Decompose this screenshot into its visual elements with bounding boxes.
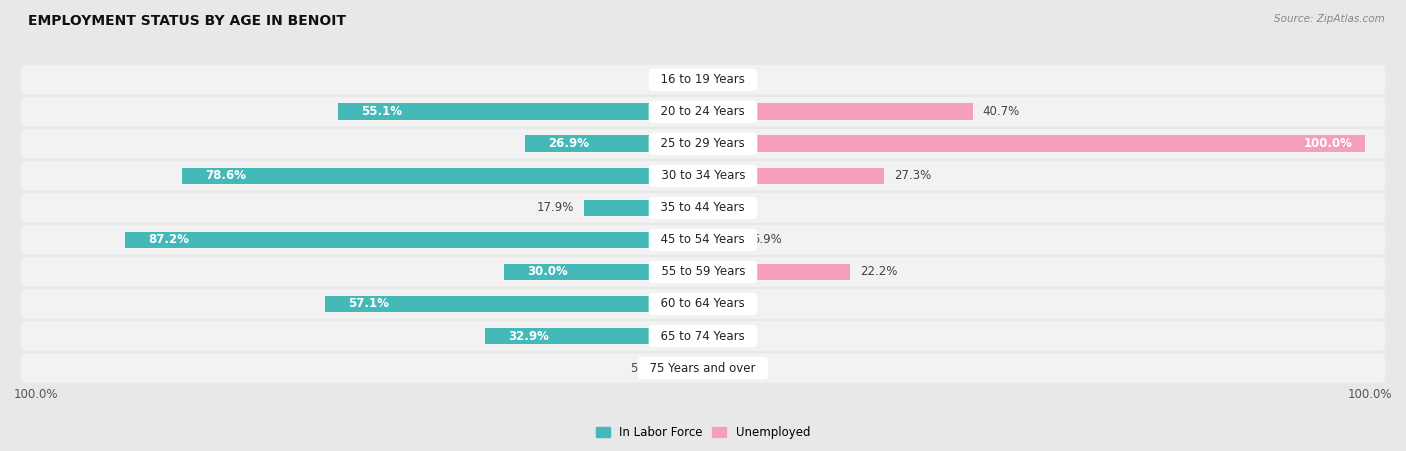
Text: 0.0%: 0.0% bbox=[716, 202, 745, 214]
Text: 0.0%: 0.0% bbox=[716, 362, 745, 374]
Text: 32.9%: 32.9% bbox=[508, 330, 550, 342]
Bar bbox=[125, 231, 703, 248]
Bar bbox=[703, 231, 742, 248]
Text: 78.6%: 78.6% bbox=[205, 169, 246, 182]
Text: 100.0%: 100.0% bbox=[1347, 388, 1392, 401]
FancyBboxPatch shape bbox=[21, 161, 1385, 191]
Text: 25 to 29 Years: 25 to 29 Years bbox=[654, 137, 752, 150]
FancyBboxPatch shape bbox=[21, 193, 1385, 223]
Text: 65 to 74 Years: 65 to 74 Years bbox=[654, 330, 752, 342]
Bar bbox=[585, 199, 703, 216]
FancyBboxPatch shape bbox=[21, 129, 1385, 159]
Text: 60 to 64 Years: 60 to 64 Years bbox=[654, 298, 752, 310]
Text: 0.0%: 0.0% bbox=[661, 73, 690, 86]
Bar bbox=[703, 135, 1365, 152]
Text: 0.0%: 0.0% bbox=[716, 298, 745, 310]
Text: 57.1%: 57.1% bbox=[347, 298, 389, 310]
Text: 30 to 34 Years: 30 to 34 Years bbox=[654, 169, 752, 182]
Text: 0.0%: 0.0% bbox=[716, 73, 745, 86]
FancyBboxPatch shape bbox=[21, 353, 1385, 383]
Text: 100.0%: 100.0% bbox=[1303, 137, 1353, 150]
Text: 20 to 24 Years: 20 to 24 Years bbox=[654, 105, 752, 118]
Bar bbox=[524, 135, 703, 152]
Text: 100.0%: 100.0% bbox=[14, 388, 59, 401]
Bar bbox=[669, 360, 703, 377]
FancyBboxPatch shape bbox=[21, 289, 1385, 319]
Text: Source: ZipAtlas.com: Source: ZipAtlas.com bbox=[1274, 14, 1385, 23]
Text: 87.2%: 87.2% bbox=[149, 234, 190, 246]
Text: 26.9%: 26.9% bbox=[548, 137, 589, 150]
FancyBboxPatch shape bbox=[21, 97, 1385, 127]
Text: 0.0%: 0.0% bbox=[716, 330, 745, 342]
FancyBboxPatch shape bbox=[21, 225, 1385, 255]
Text: 55 to 59 Years: 55 to 59 Years bbox=[654, 266, 752, 278]
Legend: In Labor Force, Unemployed: In Labor Force, Unemployed bbox=[592, 422, 814, 442]
Text: 55.1%: 55.1% bbox=[361, 105, 402, 118]
Text: 27.3%: 27.3% bbox=[894, 169, 931, 182]
Text: 22.2%: 22.2% bbox=[860, 266, 897, 278]
Bar bbox=[703, 103, 973, 120]
Text: 45 to 54 Years: 45 to 54 Years bbox=[654, 234, 752, 246]
FancyBboxPatch shape bbox=[21, 65, 1385, 94]
Text: 40.7%: 40.7% bbox=[983, 105, 1019, 118]
Bar bbox=[485, 328, 703, 345]
FancyBboxPatch shape bbox=[21, 321, 1385, 351]
Text: 17.9%: 17.9% bbox=[537, 202, 575, 214]
Bar bbox=[337, 103, 703, 120]
Text: 35 to 44 Years: 35 to 44 Years bbox=[654, 202, 752, 214]
Text: 5.0%: 5.0% bbox=[630, 362, 659, 374]
Text: 30.0%: 30.0% bbox=[527, 266, 568, 278]
Text: EMPLOYMENT STATUS BY AGE IN BENOIT: EMPLOYMENT STATUS BY AGE IN BENOIT bbox=[28, 14, 346, 28]
Bar bbox=[703, 167, 884, 184]
Bar bbox=[183, 167, 703, 184]
FancyBboxPatch shape bbox=[21, 257, 1385, 287]
Text: 5.9%: 5.9% bbox=[752, 234, 782, 246]
Bar bbox=[505, 264, 703, 280]
Bar bbox=[325, 296, 703, 312]
Bar bbox=[703, 264, 851, 280]
Text: 75 Years and over: 75 Years and over bbox=[643, 362, 763, 374]
Text: 16 to 19 Years: 16 to 19 Years bbox=[654, 73, 752, 86]
